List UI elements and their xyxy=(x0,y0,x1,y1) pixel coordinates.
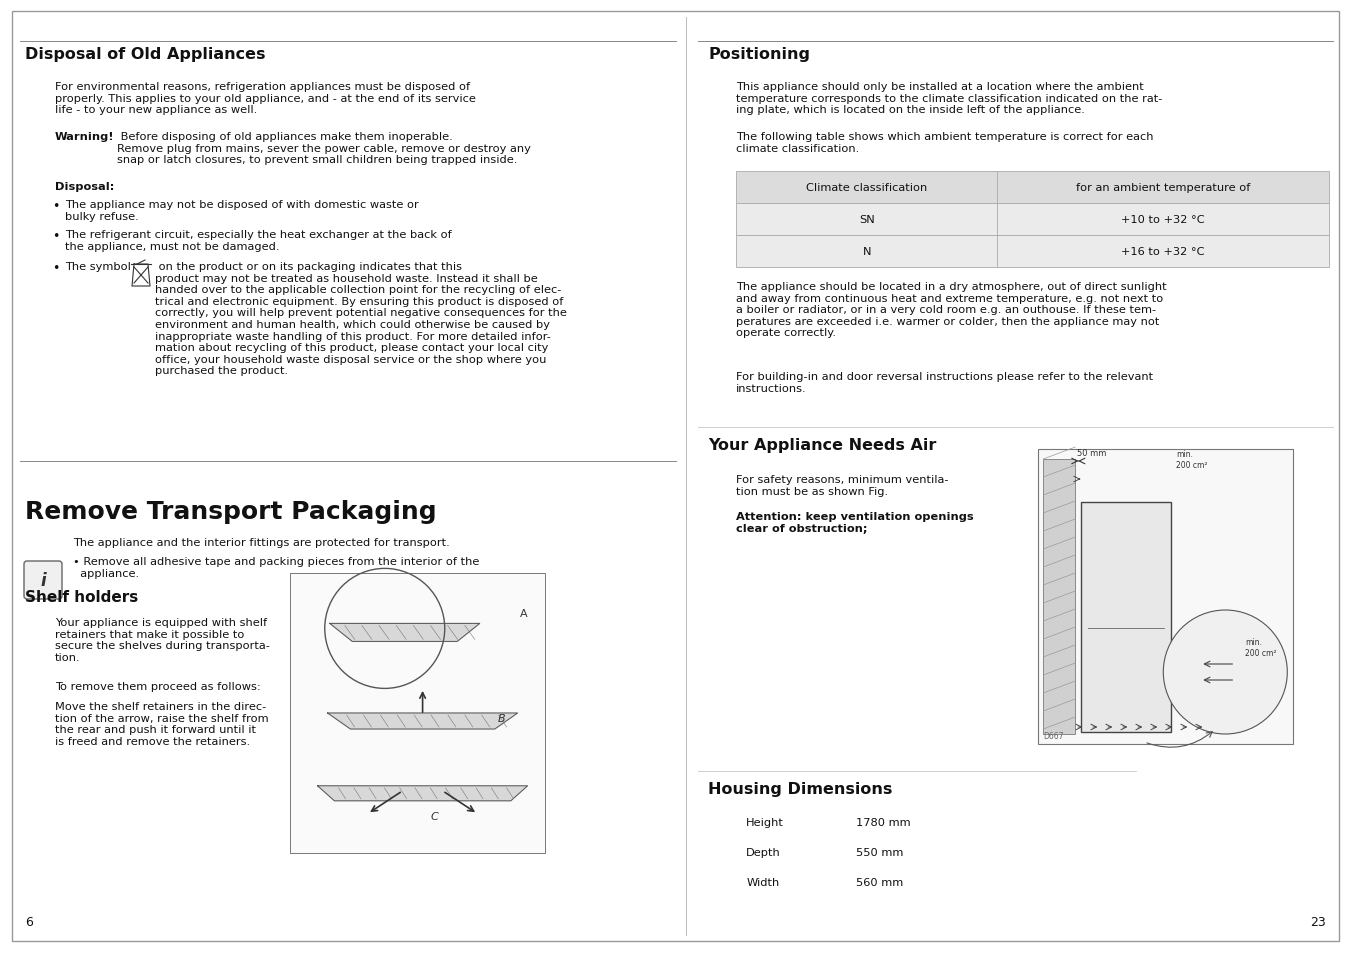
Text: • Remove all adhesive tape and packing pieces from the interior of the
  applian: • Remove all adhesive tape and packing p… xyxy=(73,557,480,578)
Text: •: • xyxy=(51,230,59,243)
Text: A: A xyxy=(520,609,528,618)
Text: on the product or on its packaging indicates that this
product may not be treate: on the product or on its packaging indic… xyxy=(155,262,567,376)
Text: N: N xyxy=(862,247,871,256)
Polygon shape xyxy=(327,713,517,729)
Text: This appliance should only be installed at a location where the ambient
temperat: This appliance should only be installed … xyxy=(736,82,1163,115)
Text: The appliance and the interior fittings are protected for transport.: The appliance and the interior fittings … xyxy=(73,537,450,547)
Text: i: i xyxy=(41,572,46,589)
Bar xyxy=(1043,459,1075,734)
Text: Shelf holders: Shelf holders xyxy=(26,589,138,604)
Text: Width: Width xyxy=(746,877,780,887)
Text: 550 mm: 550 mm xyxy=(857,847,904,857)
Text: To remove them proceed as follows:: To remove them proceed as follows: xyxy=(55,681,261,691)
Text: •: • xyxy=(51,200,59,213)
Text: Warning!: Warning! xyxy=(55,132,115,142)
Bar xyxy=(290,574,544,853)
Bar xyxy=(1039,450,1293,744)
Text: The refrigerant circuit, especially the heat exchanger at the back of
the applia: The refrigerant circuit, especially the … xyxy=(65,230,451,252)
Bar xyxy=(736,204,1329,235)
Text: +10 to +32 °C: +10 to +32 °C xyxy=(1121,214,1205,225)
Text: 23: 23 xyxy=(1310,915,1325,928)
Text: min.
200 cm²: min. 200 cm² xyxy=(1177,450,1208,469)
Text: Disposal:: Disposal: xyxy=(55,182,115,192)
Text: SN: SN xyxy=(859,214,874,225)
Text: For environmental reasons, refrigeration appliances must be disposed of
properly: For environmental reasons, refrigeration… xyxy=(55,82,476,115)
Bar xyxy=(736,235,1329,268)
Ellipse shape xyxy=(1163,610,1288,734)
Text: for an ambient temperature of: for an ambient temperature of xyxy=(1075,183,1250,193)
Text: •: • xyxy=(51,262,59,274)
Text: Before disposing of old appliances make them inoperable.
Remove plug from mains,: Before disposing of old appliances make … xyxy=(118,132,531,165)
Text: For safety reasons, minimum ventila-
tion must be as shown Fig.: For safety reasons, minimum ventila- tio… xyxy=(736,475,948,497)
Text: B: B xyxy=(497,713,505,723)
FancyBboxPatch shape xyxy=(24,561,62,599)
Text: For building-in and door reversal instructions please refer to the relevant
inst: For building-in and door reversal instru… xyxy=(736,372,1154,394)
Text: C: C xyxy=(431,811,438,821)
Bar xyxy=(736,172,1329,204)
Text: 560 mm: 560 mm xyxy=(857,877,904,887)
Text: Housing Dimensions: Housing Dimensions xyxy=(708,781,893,796)
Text: Attention: keep ventilation openings
clear of obstruction;: Attention: keep ventilation openings cle… xyxy=(736,512,974,533)
Text: Your Appliance Needs Air: Your Appliance Needs Air xyxy=(708,437,936,453)
Text: Positioning: Positioning xyxy=(708,47,811,62)
Polygon shape xyxy=(132,265,150,287)
Polygon shape xyxy=(330,624,480,641)
Text: Climate classification: Climate classification xyxy=(807,183,927,193)
Text: The appliance may not be disposed of with domestic waste or
bulky refuse.: The appliance may not be disposed of wit… xyxy=(65,200,419,221)
Text: min.
200 cm²: min. 200 cm² xyxy=(1246,638,1277,657)
Text: The symbol: The symbol xyxy=(65,262,135,272)
Text: The following table shows which ambient temperature is correct for each
climate : The following table shows which ambient … xyxy=(736,132,1154,153)
Text: D667: D667 xyxy=(1043,731,1063,740)
Text: Height: Height xyxy=(746,817,784,827)
Text: Depth: Depth xyxy=(746,847,781,857)
Text: 6: 6 xyxy=(26,915,32,928)
Bar xyxy=(1081,502,1171,732)
Text: Move the shelf retainers in the direc-
tion of the arrow, raise the shelf from
t: Move the shelf retainers in the direc- t… xyxy=(55,701,269,746)
Text: Your appliance is equipped with shelf
retainers that make it possible to
secure : Your appliance is equipped with shelf re… xyxy=(55,618,270,662)
Text: The appliance should be located in a dry atmosphere, out of direct sunlight
and : The appliance should be located in a dry… xyxy=(736,282,1167,338)
Polygon shape xyxy=(317,786,528,801)
Text: Remove Transport Packaging: Remove Transport Packaging xyxy=(26,499,436,523)
Text: 50 mm: 50 mm xyxy=(1077,449,1106,457)
Text: Disposal of Old Appliances: Disposal of Old Appliances xyxy=(26,47,266,62)
Text: +16 to +32 °C: +16 to +32 °C xyxy=(1121,247,1205,256)
Text: 1780 mm: 1780 mm xyxy=(857,817,911,827)
